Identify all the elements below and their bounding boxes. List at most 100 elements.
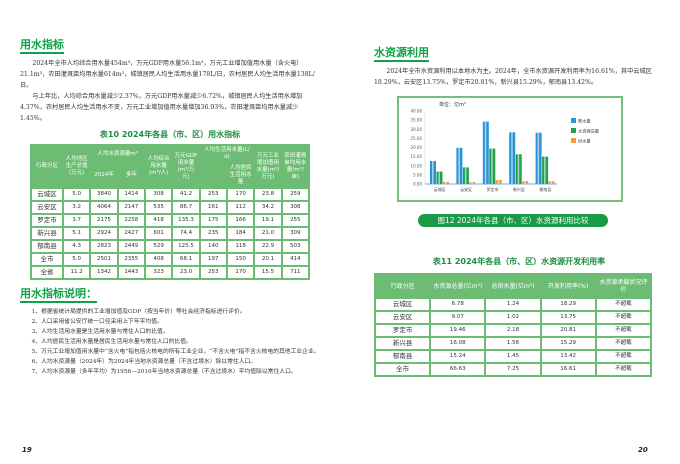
- page-number: 20: [638, 446, 648, 454]
- x-tick-label: 云城区: [434, 186, 446, 192]
- note-item: 2、人口采用省公安厅统一口径采用上下年平均值。: [31, 319, 163, 325]
- bar-highlight: [458, 147, 460, 184]
- region-name: 郁南县: [32, 241, 62, 252]
- table-header: 行政分区: [390, 282, 415, 290]
- region-name: 云城区: [376, 299, 430, 310]
- table-cell: 135.3: [173, 215, 199, 226]
- region-name: 新兴县: [32, 228, 62, 239]
- y-tick-label: 0.00: [413, 182, 422, 187]
- region-name: 云安区: [32, 202, 62, 213]
- bar-highlight: [491, 148, 493, 184]
- table-cell: 118: [227, 241, 254, 252]
- paragraph: 2024年全市人均综合用水量454m³，万元GDP用水量56.1m³，万元工业增…: [20, 60, 315, 89]
- region-name: 郁南县: [376, 351, 430, 362]
- table-cell: 414: [282, 254, 308, 265]
- table-row: 云城区 6.78 1.24 18.29 不超载: [376, 299, 650, 310]
- paragraph: 2024年全市水资源利用以本地水为主。2024年，全市水资源开发利用率为16.6…: [374, 68, 652, 86]
- table-cell: 2449: [118, 241, 144, 252]
- header-gdp: 人均地区生产总值(万元): [65, 156, 88, 176]
- table-cell: 不超载: [596, 364, 650, 375]
- table-header: 水资源总量(亿m³): [433, 282, 483, 290]
- table-cell: 418: [145, 215, 172, 226]
- table-cell: 3.2: [64, 202, 90, 213]
- table-cell: 161: [200, 202, 226, 213]
- table-cell: 2501: [91, 254, 117, 265]
- bar-highlight: [438, 171, 440, 184]
- table-cell: 19.46: [431, 325, 485, 336]
- table-cell: 2823: [91, 241, 117, 252]
- water-indicators-table: 行政分区 人均地区生产总值(万元) 人均水资源量m³ 人均综合用水量(m³/人)…: [30, 144, 310, 280]
- table-caption: 表10 2024年各县（市、区）用水指标: [99, 130, 241, 139]
- table-cell: 18.29: [541, 299, 595, 310]
- table-cell: 197: [200, 254, 226, 265]
- table-cell: 不超载: [596, 299, 650, 310]
- table-cell: 1414: [118, 189, 144, 200]
- region-name: 全省: [32, 267, 62, 278]
- table-row: 云城区 5.0 3840 1414 308 41.2 253 170 23.8 259: [32, 189, 308, 200]
- note-item: 4、人均居民生活用水量是居民生活用水量与常住人口的比值。: [31, 339, 192, 345]
- table-row: 罗定市 3.7 2175 2258 418 135.3 175 166 19.1 255: [32, 215, 308, 226]
- table-cell: 1.45: [486, 351, 540, 362]
- note-item: 3、人均生活用水量是生活用水量与常住人口的比值。: [31, 329, 169, 335]
- table-cell: 253: [200, 267, 226, 278]
- table-row: 罗定市 19.46 2.18 20.81 不超载: [376, 325, 650, 336]
- table-row: 郁南县 15.24 1.45 13.42 不超载: [376, 351, 650, 362]
- table-cell: 13.42: [541, 351, 595, 362]
- table-row: 全省 11.2 1342 1443 323 23.0 253 170 15.5 711: [32, 267, 308, 278]
- bar-highlight: [537, 132, 540, 184]
- region-name: 云安区: [376, 312, 430, 323]
- table-cell: 166: [227, 215, 254, 226]
- header-irrigation: 农田灌溉亩均用水量(m³/亩): [284, 152, 307, 180]
- x-tick-label: 新兴县: [513, 186, 525, 192]
- table-cell: 不超载: [596, 351, 650, 362]
- note-item: 5、万元工业增加值用水量中“含火电”指包括火核电的所有工业企业，“不含火电”指不…: [31, 349, 320, 355]
- table-cell: 2924: [91, 228, 117, 239]
- y-tick-label: 20.00: [411, 145, 423, 150]
- table-cell: 2427: [118, 228, 144, 239]
- table-cell: 5.0: [64, 254, 90, 265]
- x-tick-label: 云安区: [460, 186, 472, 192]
- page-19: 用水指标 2024年全市人均综合用水量454m³，万元GDP用水量56.1m³，…: [20, 38, 320, 454]
- table-cell: 1.56: [486, 338, 540, 349]
- chart-unit-label: 单位：亿m³: [439, 101, 466, 108]
- bar-highlight: [471, 182, 473, 184]
- table-cell: 1.24: [486, 299, 540, 310]
- table-cell: 16.61: [541, 364, 595, 375]
- table-row: 新兴县 5.1 2924 2427 601 74.4 235 184 21.0 309: [32, 228, 308, 239]
- page-number: 19: [22, 446, 32, 454]
- region-name: 罗定市: [32, 215, 62, 226]
- y-tick-label: 25.00: [411, 136, 423, 141]
- region-name: 全市: [32, 254, 62, 265]
- table-cell: 529: [145, 241, 172, 252]
- table-cell: 86.7: [173, 202, 199, 213]
- table-cell: 308: [282, 202, 308, 213]
- table-cell: 15.24: [431, 351, 485, 362]
- legend-label: 水资源总量: [578, 128, 599, 135]
- table-cell: 112: [227, 202, 254, 213]
- legend-label: 供水量: [578, 138, 591, 145]
- table-cell: 15.29: [541, 338, 595, 349]
- y-tick-label: 35.00: [411, 118, 423, 123]
- bar-highlight: [432, 161, 434, 184]
- page-20: 水资源利用 2024年全市水资源利用以本地水为主。2024年，全市水资源开发利用…: [340, 0, 680, 464]
- section-title-notes: 用水指标说明：: [20, 287, 97, 303]
- table-cell: 2.18: [486, 325, 540, 336]
- note-item: 1、根据省统计局提供的工业增加值及GDP（按当年价）等社会经济指标进行评价。: [31, 309, 246, 315]
- legend-swatch: [571, 138, 576, 143]
- table-caption: 表11 2024年各县（市、区）水资源开发利用率: [432, 257, 606, 266]
- table-cell: 6.78: [431, 299, 485, 310]
- table-cell: 170: [227, 267, 254, 278]
- table-cell: 19.1: [255, 215, 281, 226]
- bar-highlight: [524, 181, 526, 184]
- table-cell: 13.75: [541, 312, 595, 323]
- table-cell: 9.07: [431, 312, 485, 323]
- table-cell: 68.1: [173, 254, 199, 265]
- bar-highlight: [445, 181, 447, 184]
- table-cell: 21.0: [255, 228, 281, 239]
- x-tick-label: 郁南县: [539, 186, 551, 192]
- table-cell: 711: [282, 267, 308, 278]
- bar-highlight: [550, 181, 553, 184]
- table-cell: 259: [282, 189, 308, 200]
- table-cell: 184: [227, 228, 254, 239]
- table-cell: 41.2: [173, 189, 199, 200]
